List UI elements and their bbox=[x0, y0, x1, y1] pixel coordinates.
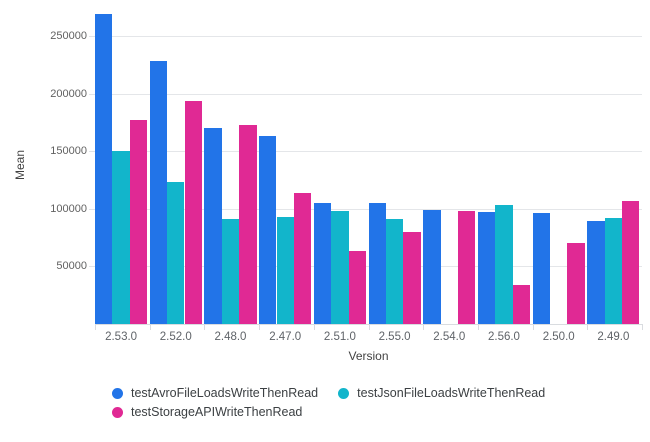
x-tick-label: 2.52.0 bbox=[159, 331, 192, 343]
bar-testAvroFileLoadsWriteThenRead-2.55.0[interactable] bbox=[368, 203, 386, 324]
x-tick-label: 2.55.0 bbox=[378, 331, 411, 343]
bar-testStorageAPIWriteThenRead-2.55.0[interactable] bbox=[403, 231, 421, 324]
y-tick-mark bbox=[89, 266, 95, 268]
y-tick-mark bbox=[89, 93, 95, 95]
x-tick-label: 2.56.0 bbox=[487, 331, 520, 343]
legend-item-testJsonFileLoadsWriteThenRead[interactable]: testJsonFileLoadsWriteThenRead bbox=[338, 384, 545, 402]
bar-testAvroFileLoadsWriteThenRead-2.50.0[interactable] bbox=[532, 213, 550, 324]
x-tick-mark bbox=[149, 325, 151, 330]
bar-testJsonFileLoadsWriteThenRead-2.48.0[interactable] bbox=[221, 219, 240, 324]
y-tick-label: 50000 bbox=[56, 260, 87, 273]
x-tick-label: 2.47.0 bbox=[269, 331, 302, 343]
gridline bbox=[95, 93, 642, 95]
gridline bbox=[95, 36, 642, 37]
x-tick-label: 2.51.0 bbox=[323, 331, 356, 343]
y-tick-label: 100000 bbox=[50, 202, 87, 215]
bar-testAvroFileLoadsWriteThenRead-2.56.0[interactable] bbox=[477, 212, 496, 324]
legend-color-dot bbox=[338, 387, 350, 399]
legend-color-dot bbox=[112, 387, 123, 399]
x-tick-mark bbox=[477, 325, 479, 330]
x-tick-mark bbox=[204, 325, 206, 330]
bar-testStorageAPIWriteThenRead-2.52.0[interactable] bbox=[184, 100, 202, 324]
bar-testJsonFileLoadsWriteThenRead-2.55.0[interactable] bbox=[385, 219, 404, 324]
x-tick-mark bbox=[587, 325, 589, 330]
bar-testStorageAPIWriteThenRead-2.51.0[interactable] bbox=[348, 251, 366, 324]
x-tick-mark bbox=[95, 325, 96, 330]
bar-testAvroFileLoadsWriteThenRead-2.49.0[interactable] bbox=[587, 221, 605, 324]
legend-label: testAvroFileLoadsWriteThenRead bbox=[131, 386, 319, 400]
bar-testStorageAPIWriteThenRead-2.50.0[interactable] bbox=[567, 243, 585, 324]
bar-testStorageAPIWriteThenRead-2.47.0[interactable] bbox=[293, 192, 312, 324]
x-axis-title: Version bbox=[348, 349, 389, 363]
legend-item-testStorageAPIWriteThenRead[interactable]: testStorageAPIWriteThenRead bbox=[112, 403, 302, 421]
x-tick-label: 2.49.0 bbox=[597, 331, 630, 343]
bar-testAvroFileLoadsWriteThenRead-2.51.0[interactable] bbox=[313, 203, 332, 324]
x-tick-mark bbox=[259, 325, 261, 330]
bar-testJsonFileLoadsWriteThenRead-2.53.0[interactable] bbox=[112, 151, 130, 324]
bar-testStorageAPIWriteThenRead-2.48.0[interactable] bbox=[239, 124, 257, 324]
legend: testAvroFileLoadsWriteThenRead testJsonFi… bbox=[112, 384, 562, 421]
x-axis-line bbox=[95, 324, 643, 325]
x-tick-mark bbox=[642, 325, 643, 330]
legend-label: testStorageAPIWriteThenRead bbox=[131, 405, 303, 419]
bar-testAvroFileLoadsWriteThenRead-2.47.0[interactable] bbox=[259, 136, 277, 324]
bar-testStorageAPIWriteThenRead-2.56.0[interactable] bbox=[512, 284, 531, 324]
x-tick-mark bbox=[532, 325, 534, 330]
bar-testAvroFileLoadsWriteThenRead-2.48.0[interactable] bbox=[204, 128, 222, 324]
y-tick-mark bbox=[89, 36, 95, 37]
y-tick-mark bbox=[89, 151, 95, 153]
legend-color-dot bbox=[112, 406, 123, 418]
bar-testAvroFileLoadsWriteThenRead-2.52.0[interactable] bbox=[149, 61, 168, 324]
legend-item-testAvroFileLoadsWriteThenRead[interactable]: testAvroFileLoadsWriteThenRead bbox=[112, 384, 318, 402]
y-tick-label: 150000 bbox=[50, 145, 87, 158]
x-tick-label: 2.48.0 bbox=[214, 331, 247, 343]
x-tick-label: 2.54.0 bbox=[433, 331, 466, 343]
bar-testStorageAPIWriteThenRead-2.53.0[interactable] bbox=[129, 120, 148, 324]
bar-testJsonFileLoadsWriteThenRead-2.51.0[interactable] bbox=[331, 211, 349, 324]
bar-testJsonFileLoadsWriteThenRead-2.56.0[interactable] bbox=[495, 205, 513, 324]
y-tick-mark bbox=[89, 208, 95, 210]
bar-testStorageAPIWriteThenRead-2.54.0[interactable] bbox=[458, 211, 476, 324]
bar-testJsonFileLoadsWriteThenRead-2.52.0[interactable] bbox=[167, 182, 185, 324]
y-tick-label: 250000 bbox=[50, 30, 87, 42]
x-tick-label: 2.50.0 bbox=[542, 331, 575, 343]
legend-label: testJsonFileLoadsWriteThenRead bbox=[357, 386, 546, 400]
x-tick-mark bbox=[423, 325, 425, 330]
bar-testAvroFileLoadsWriteThenRead-2.54.0[interactable] bbox=[423, 209, 441, 324]
x-tick-mark bbox=[368, 325, 370, 330]
x-tick-mark bbox=[313, 325, 315, 330]
bar-testJsonFileLoadsWriteThenRead-2.47.0[interactable] bbox=[276, 216, 294, 324]
bar-testStorageAPIWriteThenRead-2.49.0[interactable] bbox=[622, 200, 640, 324]
gridline bbox=[95, 151, 642, 153]
bar-testAvroFileLoadsWriteThenRead-2.53.0[interactable] bbox=[95, 14, 113, 324]
y-axis-title: Mean bbox=[13, 149, 27, 181]
y-tick-label: 200000 bbox=[50, 87, 87, 100]
x-tick-label: 2.53.0 bbox=[105, 331, 138, 343]
bar-testJsonFileLoadsWriteThenRead-2.49.0[interactable] bbox=[604, 218, 623, 324]
